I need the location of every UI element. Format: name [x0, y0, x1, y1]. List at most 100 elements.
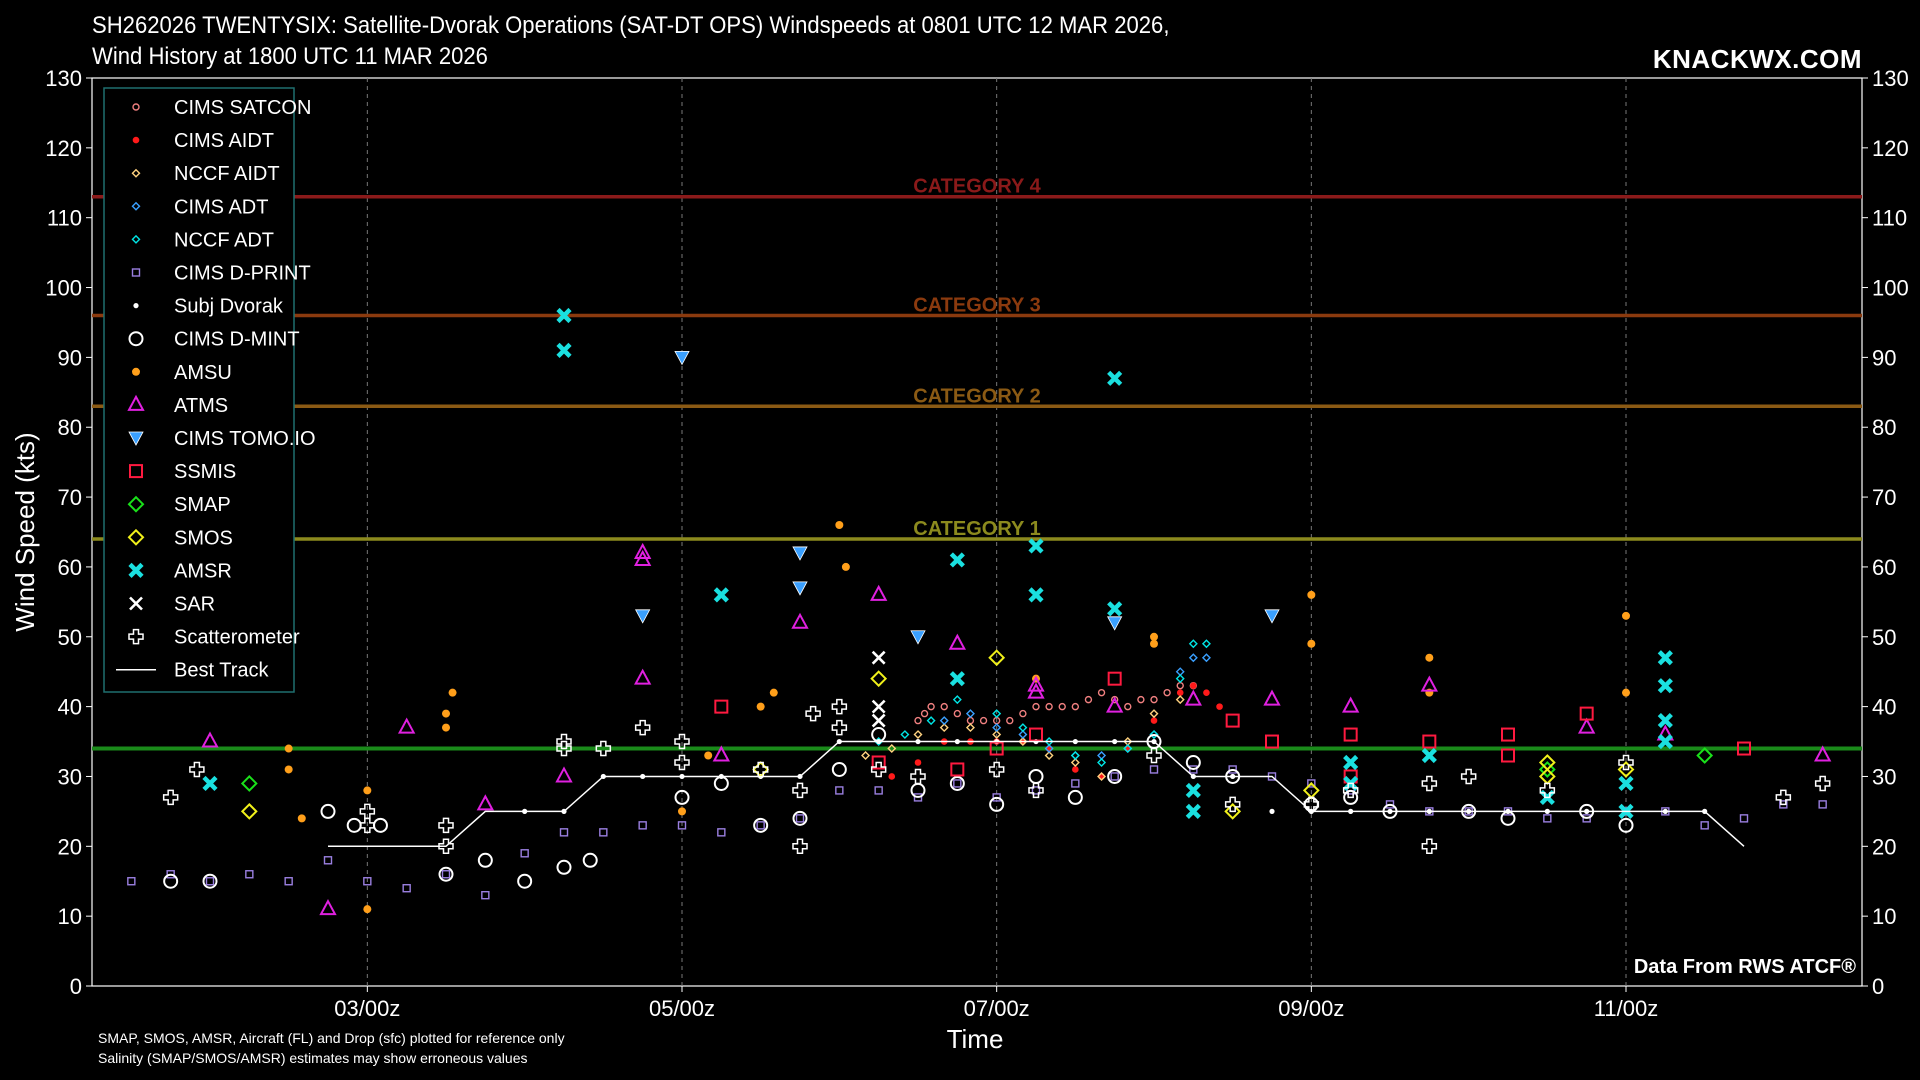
- data-point: [1070, 751, 1080, 760]
- data-point: [1307, 779, 1316, 788]
- data-point: [1150, 639, 1158, 648]
- data-point: [674, 350, 690, 366]
- legend-label: CIMS AIDT: [174, 130, 274, 152]
- data-point: [1185, 803, 1201, 819]
- data-point: [323, 856, 333, 865]
- data-point: [831, 719, 848, 736]
- x-axis-label: Time: [947, 1024, 1004, 1054]
- data-point: [1501, 727, 1515, 742]
- data-point: [1124, 702, 1132, 711]
- y-tick-label-right: 60: [1872, 555, 1896, 580]
- data-point: [1343, 789, 1359, 805]
- data-point: [1421, 775, 1438, 792]
- data-point: [949, 775, 965, 791]
- legend-swatch: [131, 234, 141, 244]
- data-point: [1342, 782, 1359, 799]
- data-point: [714, 699, 729, 714]
- data-point: [438, 817, 454, 834]
- data-point: [1422, 734, 1437, 749]
- data-point: [871, 650, 886, 665]
- data-point: [1538, 761, 1556, 778]
- data-point: [1018, 730, 1028, 740]
- legend-swatch: [128, 562, 144, 578]
- data-point: [1071, 702, 1080, 711]
- data-point: [633, 542, 652, 559]
- y-tick-label-right: 130: [1872, 66, 1909, 91]
- data-point: [1216, 703, 1223, 710]
- data-point: [992, 730, 1002, 740]
- series-amsu: [284, 521, 1630, 914]
- data-point: [1582, 814, 1591, 823]
- y-tick-label-right: 90: [1872, 345, 1896, 370]
- data-point: [910, 782, 926, 798]
- data-point: [1070, 751, 1080, 760]
- data-point: [1110, 772, 1119, 781]
- data-point: [887, 744, 897, 754]
- data-point: [1189, 765, 1198, 774]
- data-point: [163, 873, 179, 889]
- data-point: [240, 802, 258, 820]
- data-point: [953, 709, 962, 718]
- data-point: [1107, 370, 1123, 386]
- y-tick-label-left: 20: [58, 834, 82, 859]
- data-point: [1185, 754, 1201, 770]
- data-point: [1421, 838, 1438, 855]
- legend-label: CIMS TOMO.IO: [174, 428, 316, 450]
- series-smap: [240, 747, 1714, 792]
- data-point: [1107, 671, 1122, 686]
- x-tick-label: 03/00z: [334, 996, 400, 1021]
- plot-frame: [91, 77, 1863, 987]
- data-point: [320, 803, 336, 819]
- data-point: [1149, 765, 1159, 774]
- data-point: [202, 873, 218, 889]
- data-point: [1190, 682, 1197, 689]
- data-point: [1307, 639, 1316, 648]
- series-cims-aidt: [888, 682, 1223, 780]
- legend-label: NCCF ADT: [174, 229, 274, 251]
- data-point: [1084, 695, 1093, 704]
- y-tick-label-right: 10: [1872, 904, 1896, 929]
- data-point: [240, 775, 258, 792]
- data-point: [1176, 689, 1184, 696]
- data-point: [189, 761, 205, 778]
- data-point: [556, 307, 572, 324]
- data-point: [953, 779, 962, 788]
- data-point: [477, 852, 493, 868]
- data-point: [1028, 538, 1044, 554]
- data-point: [989, 741, 1004, 756]
- legend-swatch: [132, 103, 140, 111]
- data-point: [1018, 723, 1028, 733]
- data-point: [633, 549, 652, 566]
- data-point: [940, 702, 948, 711]
- data-point: [1543, 814, 1552, 823]
- data-point: [949, 552, 965, 568]
- data-point: [992, 709, 1002, 719]
- data-point: [1269, 808, 1275, 814]
- data-point: [1421, 747, 1437, 764]
- data-point: [677, 821, 687, 830]
- data-point: [939, 723, 949, 733]
- legend-swatch: [131, 168, 141, 178]
- data-point: [1107, 616, 1123, 631]
- data-point: [1818, 800, 1827, 809]
- threshold-label: CATEGORY 3: [913, 294, 1040, 316]
- y-tick-label-left: 30: [58, 764, 82, 789]
- y-tick-label-left: 110: [47, 206, 82, 231]
- legend-swatch: [131, 201, 141, 211]
- data-point: [1188, 639, 1198, 649]
- data-point: [1539, 782, 1556, 799]
- data-point: [1385, 800, 1395, 809]
- legend-swatch: [128, 628, 144, 645]
- legend-swatch: [129, 596, 143, 611]
- data-point: [166, 870, 175, 879]
- y-tick-label-right: 30: [1872, 764, 1896, 789]
- data-point: [448, 688, 457, 697]
- data-point: [202, 775, 218, 792]
- data-point: [633, 668, 652, 685]
- x-tick-label: 05/00z: [649, 996, 715, 1021]
- legend-label: SMOS: [174, 527, 233, 549]
- data-point: [1072, 766, 1079, 773]
- legend: CIMS SATCON CIMS AIDT NCCF AIDT CIMS ADT NCC…: [103, 87, 316, 693]
- data-point: [1779, 800, 1788, 809]
- data-point: [1618, 817, 1634, 833]
